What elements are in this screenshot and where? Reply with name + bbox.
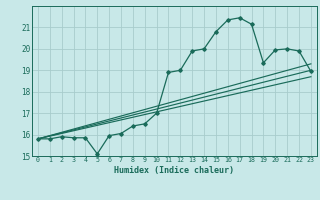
X-axis label: Humidex (Indice chaleur): Humidex (Indice chaleur): [115, 166, 234, 175]
